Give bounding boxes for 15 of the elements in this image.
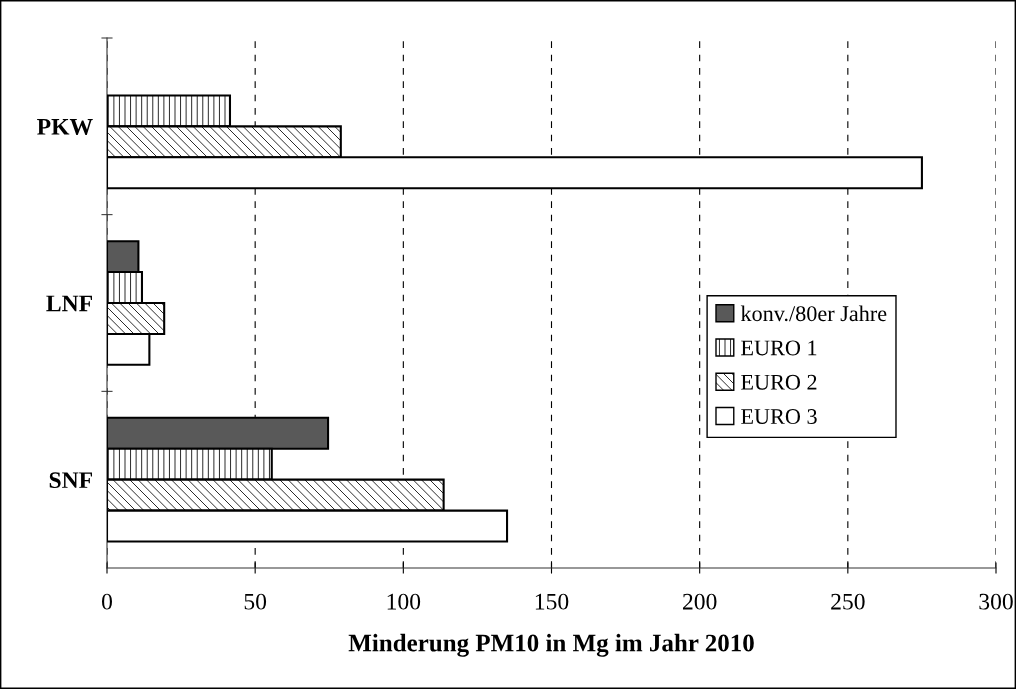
x-tick-label: 0: [102, 593, 112, 610]
x-tick-label: 150: [535, 593, 569, 610]
legend-label: EURO 3: [741, 409, 817, 424]
x-tick-label: 50: [244, 593, 267, 610]
legend-label: konv./80er Jahre: [740, 305, 887, 322]
x-tick-label: 200: [682, 593, 717, 610]
x-tick-label: 100: [387, 593, 421, 610]
x-tick-label: 250: [831, 593, 865, 610]
y-tick-label: LNF: [46, 295, 92, 312]
y-tick-label: PKW: [37, 119, 93, 135]
legend-label: EURO 2: [741, 374, 817, 390]
legend-label: EURO 1: [741, 340, 817, 356]
x-tick-label: 300: [979, 593, 1013, 610]
y-tick-label: SNF: [49, 472, 92, 489]
x-axis-title: Minderung PM10 in Mg im Jahr 2010: [348, 633, 754, 657]
